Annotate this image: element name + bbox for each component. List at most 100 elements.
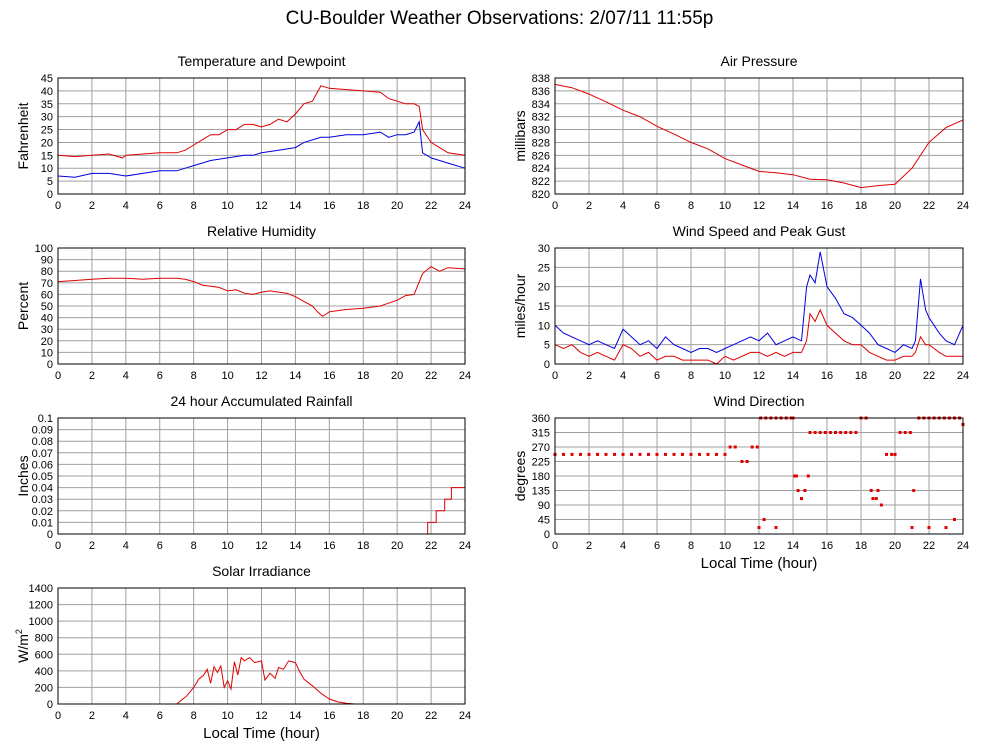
- humidity-x-tick-label: 14: [289, 370, 301, 382]
- humidity-y-axis-label: Percent: [15, 282, 31, 330]
- wind-direction-point: [672, 452, 676, 456]
- pressure-x-tick-label: 22: [923, 200, 935, 212]
- wind-direction-point: [570, 452, 574, 456]
- wind-direction-y-axis-label: degrees: [512, 451, 528, 502]
- rainfall-x-tick-label: 14: [289, 540, 301, 552]
- wind-direction-point: [796, 489, 800, 492]
- pressure-x-tick-label: 18: [855, 200, 867, 212]
- temperature-x-tick-label: 18: [357, 200, 369, 212]
- humidity-x-tick-label: 12: [255, 370, 267, 382]
- pressure-y-tick-label: 834: [532, 99, 550, 111]
- wind-speed-y-tick-label: 10: [538, 320, 550, 332]
- humidity-x-tick-label: 16: [323, 370, 335, 382]
- rainfall-y-tick-label: 0.01: [32, 517, 53, 529]
- wind-direction-point: [927, 526, 931, 530]
- wind-direction-point: [854, 431, 858, 434]
- temperature-y-tick-label: 0: [47, 189, 53, 201]
- solar-x-tick-label: 2: [89, 710, 95, 722]
- solar-y-tick-label: 200: [35, 682, 53, 694]
- pressure-plot-frame: [554, 77, 964, 195]
- temperature-x-tick-label: 4: [123, 200, 129, 212]
- solar-x-tick-label: 18: [357, 710, 369, 722]
- solar-y-axis-label-superscript: 2: [14, 629, 24, 634]
- wind-direction-point: [828, 431, 832, 434]
- solar-x-tick-label: 14: [289, 710, 301, 722]
- humidity-x-tick-label: 8: [191, 370, 197, 382]
- wind-direction-point: [664, 452, 667, 456]
- rainfall-x-tick-label: 12: [255, 540, 267, 552]
- rainfall-y-tick-label: 0.05: [32, 471, 53, 483]
- pressure-x-tick-label: 24: [957, 200, 969, 212]
- pressure-x-tick-label: 0: [552, 200, 558, 212]
- wind-direction-x-tick-label: 0: [552, 540, 558, 552]
- wind-direction-point: [813, 431, 817, 434]
- wind-direction-point: [596, 452, 599, 456]
- pressure-y-tick-label: 826: [532, 150, 550, 162]
- solar-y-axis-label: W/m2: [14, 629, 31, 663]
- temperature-x-tick-label: 22: [425, 200, 437, 212]
- rainfall-chart: 0 2 4 6 8 10 12 14 16 18 20 22 2400.010.020.030.040.…: [15, 393, 471, 552]
- rainfall-x-tick-label: 0: [55, 540, 61, 552]
- solar-x-tick-label: 22: [425, 710, 437, 722]
- wind-speed-y-tick-label: 5: [544, 340, 550, 352]
- wind-direction-point: [562, 452, 565, 456]
- temperature-x-tick-label: 14: [289, 200, 301, 212]
- wind-direction-point: [912, 489, 916, 492]
- wind-direction-point: [885, 452, 888, 456]
- temperature-series-1-line: [57, 85, 466, 159]
- temperature-x-tick-label: 8: [191, 200, 197, 212]
- rainfall-x-tick-label: 4: [123, 540, 129, 552]
- wind-direction-point: [762, 518, 766, 521]
- wind-direction-x-tick-label: 14: [787, 540, 799, 552]
- wind-direction-point: [874, 497, 878, 501]
- wind-direction-y-tick-label: 225: [532, 457, 550, 469]
- pressure-y-tick-label: 824: [532, 163, 550, 175]
- temperature-plot-frame: [57, 77, 466, 195]
- wind-direction-y-tick-label: 270: [532, 442, 550, 454]
- wind-speed-x-tick-label: 16: [821, 370, 833, 382]
- wind-direction-point: [774, 526, 778, 530]
- wind-direction-point: [757, 526, 761, 530]
- wind-direction-x-tick-label: 10: [719, 540, 731, 552]
- wind-direction-point: [908, 431, 912, 434]
- wind-direction-chart: 0 2 4 6 8 10 12 14 16 18 20 22 240459013518022527031…: [512, 393, 969, 572]
- wind-speed-series-2-line: [554, 308, 963, 365]
- wind-direction-point: [587, 452, 591, 456]
- pressure-x-tick-label: 2: [586, 200, 592, 212]
- rainfall-y-tick-label: 0: [47, 529, 53, 541]
- wind-direction-x-tick-label: 18: [855, 540, 867, 552]
- wind-direction-chart-title: Wind Direction: [713, 393, 804, 409]
- wind-speed-x-tick-label: 4: [620, 370, 626, 382]
- wind-direction-point: [733, 445, 737, 449]
- wind-speed-x-tick-label: 24: [957, 370, 969, 382]
- pressure-series-1-line: [554, 83, 964, 189]
- wind-speed-x-tick-label: 8: [688, 370, 694, 382]
- pressure-x-tick-label: 16: [821, 200, 833, 212]
- humidity-x-tick-label: 22: [425, 370, 437, 382]
- solar-y-tick-label: 800: [35, 633, 53, 645]
- wind-speed-y-tick-label: 25: [538, 262, 550, 274]
- temperature-x-tick-label: 6: [157, 200, 163, 212]
- pressure-chart-title: Air Pressure: [720, 53, 797, 69]
- humidity-plot-frame: [57, 247, 466, 365]
- wind-direction-point: [755, 445, 759, 449]
- solar-x-axis-label: Local Time (hour): [203, 725, 320, 742]
- humidity-y-tick-label: 50: [41, 301, 53, 313]
- wind-direction-point: [613, 452, 616, 456]
- rainfall-y-tick-label: 0.07: [32, 448, 53, 460]
- rainfall-series-1-line: [58, 487, 465, 535]
- wind-direction-point: [621, 452, 625, 456]
- rainfall-y-tick-label: 0.09: [32, 425, 53, 437]
- pressure-x-tick-label: 20: [889, 200, 901, 212]
- temperature-x-tick-label: 16: [323, 200, 335, 212]
- wind-direction-point: [745, 460, 749, 463]
- temperature-series-2-line: [57, 120, 466, 178]
- rainfall-x-tick-label: 18: [357, 540, 369, 552]
- wind-direction-point: [808, 431, 812, 434]
- wind-speed-y-tick-label: 30: [538, 243, 550, 255]
- rainfall-chart-title: 24 hour Accumulated Rainfall: [170, 393, 352, 409]
- wind-direction-x-tick-label: 4: [620, 540, 626, 552]
- solar-x-tick-label: 10: [221, 710, 233, 722]
- humidity-y-tick-label: 0: [47, 359, 53, 371]
- wind-direction-x-tick-label: 22: [923, 540, 935, 552]
